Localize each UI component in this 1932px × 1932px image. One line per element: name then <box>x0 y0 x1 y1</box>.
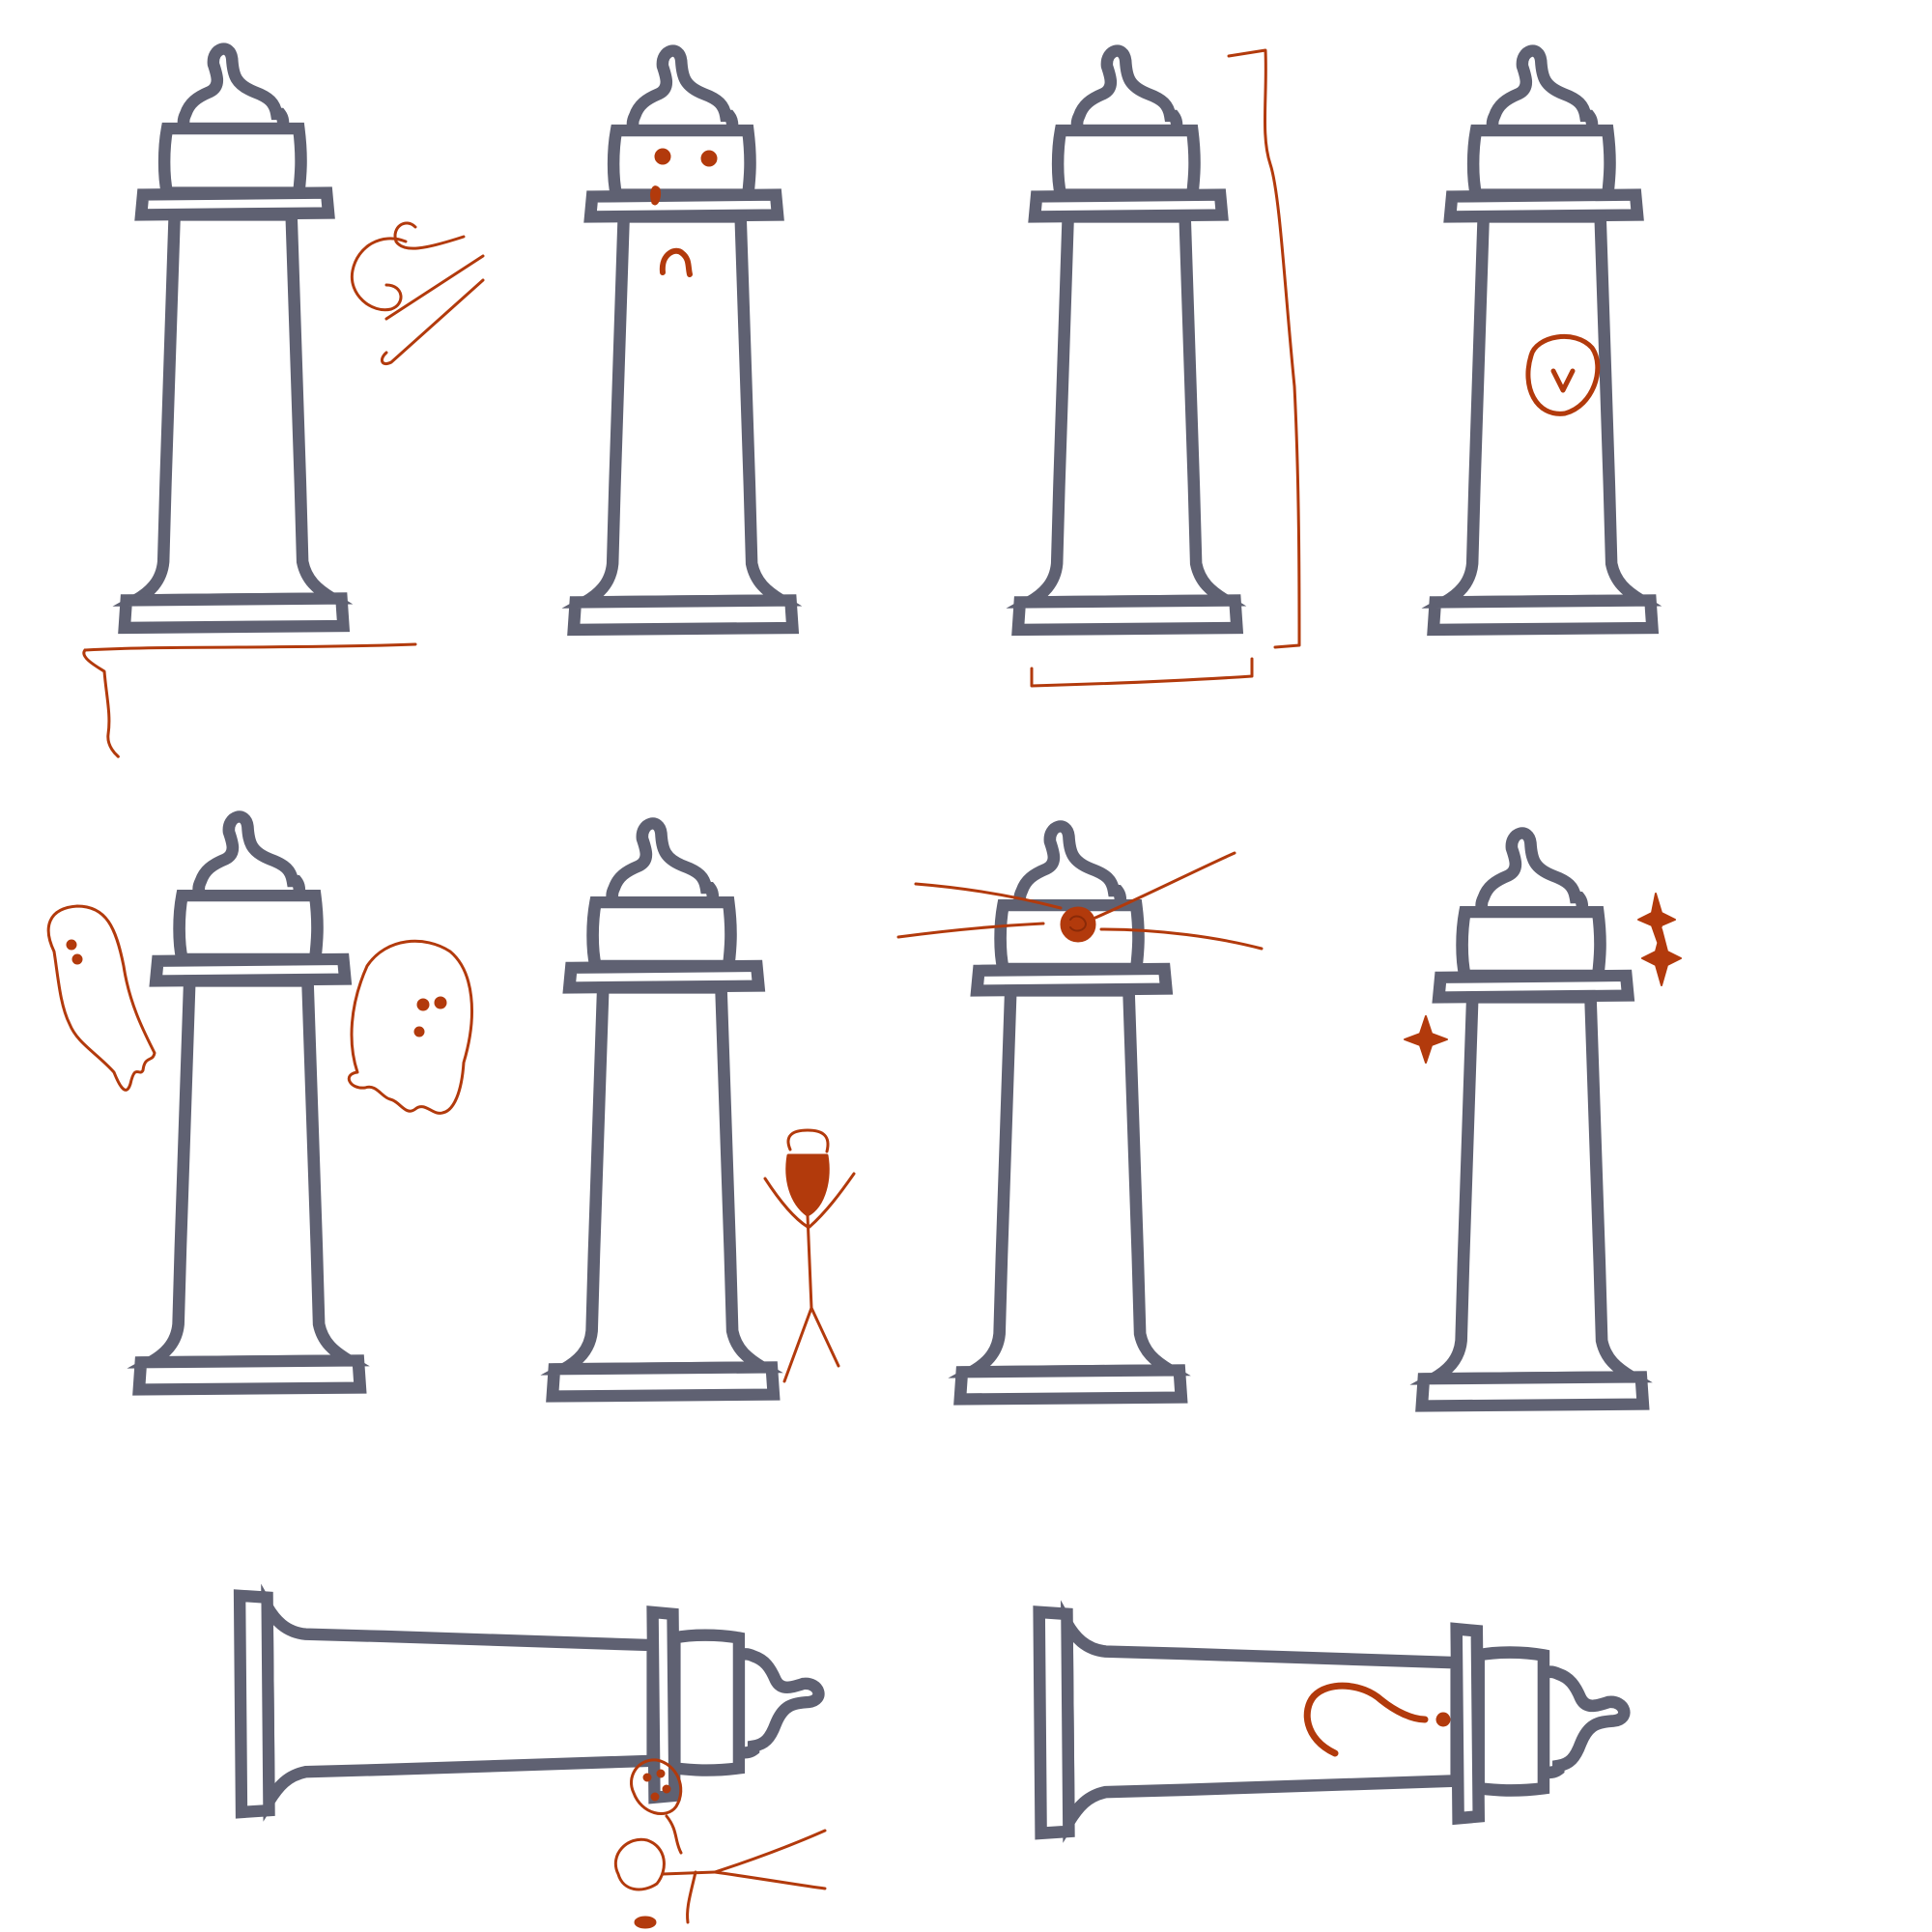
fallen-lighthouse-icon <box>240 1596 818 1812</box>
ghost-icon <box>347 939 473 1115</box>
squashed-stick-figure-icon <box>613 1758 827 1929</box>
panel-measured <box>1018 48 1301 688</box>
panel-fallen-confused <box>1039 1612 1625 1833</box>
sparkle-icon <box>1404 893 1682 1064</box>
question-mark-icon <box>1303 1682 1451 1757</box>
panel-beacon <box>896 826 1264 1399</box>
tear-icon <box>650 185 661 206</box>
lighthouse-icon <box>139 816 360 1389</box>
beacon-light-icon <box>896 851 1264 951</box>
lighthouse-icon <box>1422 833 1643 1406</box>
lighthouse-icon <box>1018 51 1237 630</box>
fallen-lighthouse-icon <box>1039 1612 1625 1833</box>
wind-swirl-icon <box>350 221 485 366</box>
panel-sad-face <box>574 51 793 630</box>
panel-clock-badge <box>1434 51 1653 630</box>
panel-haunted <box>46 816 473 1389</box>
panel-keeper <box>553 823 856 1396</box>
lighthouse-icon <box>553 823 774 1396</box>
lighthouse-icon <box>125 49 344 628</box>
panel-windy-cliff <box>82 49 485 758</box>
sad-face-icon <box>650 148 718 277</box>
ghost-icon <box>46 904 156 1092</box>
dimension-bracket-icon <box>1030 48 1301 688</box>
cliff-edge-icon <box>82 642 417 758</box>
lighthouse-icon <box>574 51 793 630</box>
bearded-keeper-icon <box>763 1128 856 1383</box>
panel-fallen-crushed <box>240 1596 827 1929</box>
clock-badge-icon <box>1525 333 1601 416</box>
panel-sparkling <box>1404 833 1682 1406</box>
